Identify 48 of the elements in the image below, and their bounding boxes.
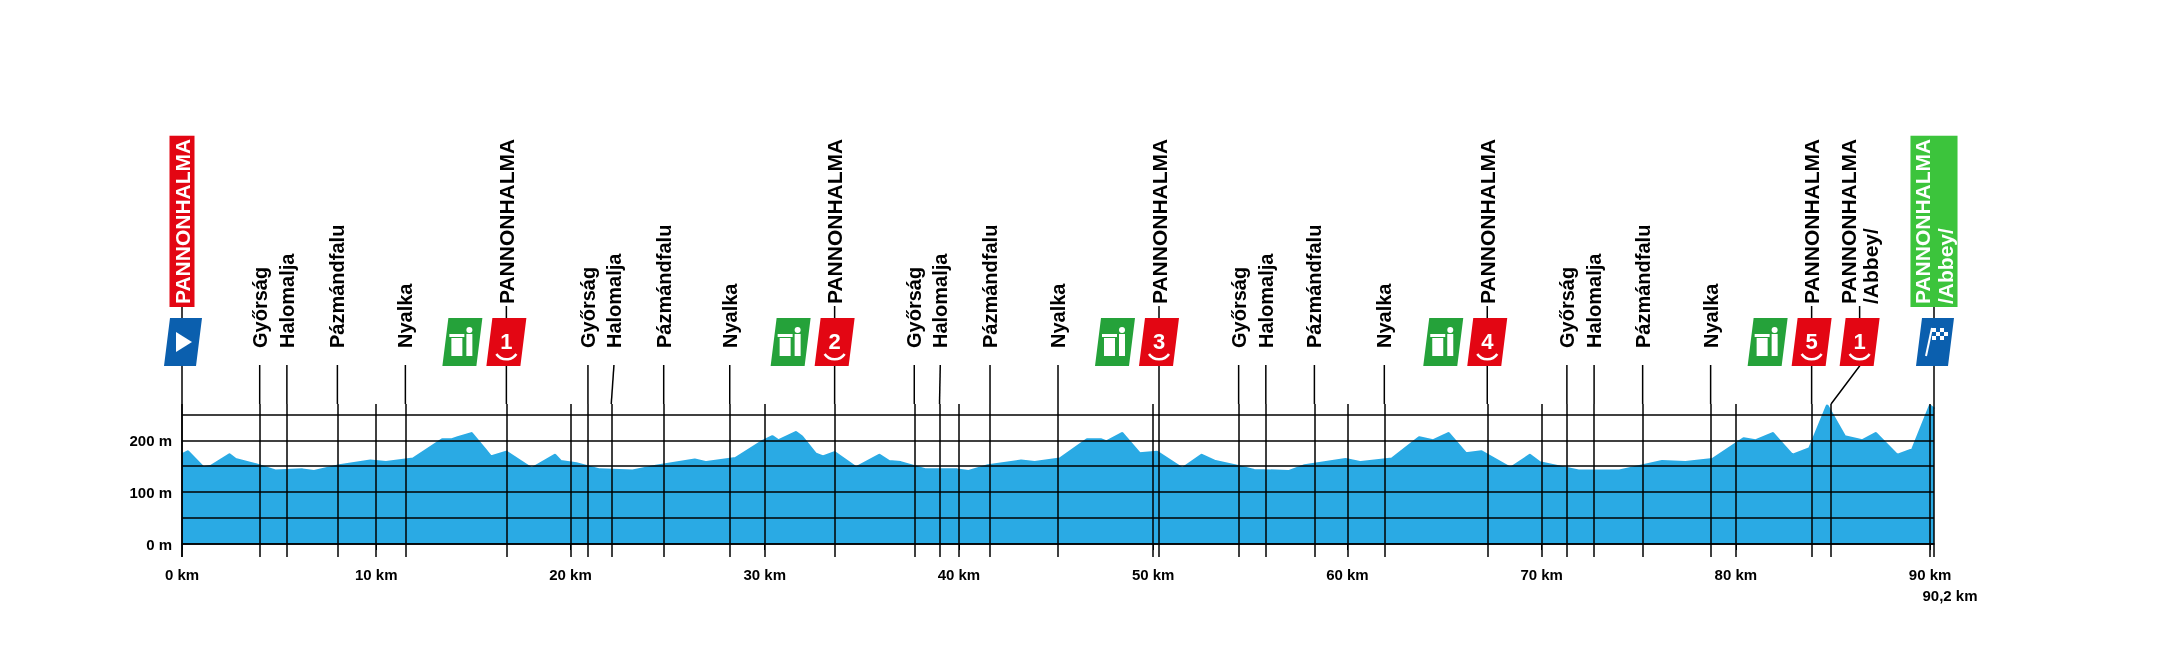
text: 2 [828,328,841,354]
ref-line-label: Pázmándfalu [652,224,675,348]
x-tick-label: 20 km [549,566,592,583]
ref-line-label: PANNONHALMA /Abbey/ [1837,138,1883,304]
x-tick-label: 10 km [354,566,398,583]
x-tick-label: 90 km [1908,566,1952,583]
x-tick-label: 80 km [1714,566,1758,583]
ref-line-label: Halomalja [602,252,625,348]
ref-line-label: Nyalka [718,282,741,348]
ref-line-label: PANNONHALMA [1800,138,1824,304]
text: 1 [500,328,513,354]
y-tick-label: 0 m [146,535,172,553]
ref-line-label: Győrság [1555,266,1578,348]
ref-line-label: PANNONHALMA [494,138,518,304]
text: 5 [1805,328,1818,354]
x-tick-label: 50 km [1131,566,1175,583]
ref-line-label: Győrság [1227,266,1250,348]
x-tick-label: 40 km [937,566,981,583]
ref-line-label: Pázmándfalu [326,224,349,348]
x-tick-label: 30 km [743,566,786,583]
x-tick-label: 0 km [164,566,200,583]
y-tick-label: 200 m [129,431,172,449]
ref-line-label: PANNONHALMA [1147,138,1171,304]
ref-line-label: PANNONHALMA /Abbey/ [1911,138,1957,304]
ref-line-label: Nyalka [1047,282,1069,348]
ref-line-label: Pázmándfalu [979,224,1002,348]
text: 4 [1481,328,1495,354]
ref-line-label: Győrság [576,266,599,348]
text: 3 [1152,328,1166,354]
text: 90,2 km [1922,587,1978,604]
ref-line-label: Pázmándfalu [1631,224,1654,348]
ref-line-label: Győrság [248,266,271,348]
ref-line-label: Nyalka [1699,282,1722,348]
annotation: 1 [1853,328,1866,354]
y-tick-label: 100 m [129,483,172,501]
ref-line-label: Nyalka [394,282,417,348]
ref-line-label: PANNONHALMA [823,138,847,304]
x-tick-label: 70 km [1520,566,1563,583]
ref-line-label: Halomalja [275,252,298,348]
ref-line-label: PANNONHALMA [170,138,194,304]
ref-line-label: Nyalka [1373,282,1396,348]
ref-line-label: Halomalja [929,252,952,348]
ref-line-label: Halomalja [1254,252,1277,348]
x-tick-label: 60 km [1326,566,1369,583]
ref-line-label: Pázmándfalu [1303,224,1326,348]
ref-line-label: Halomalja [1583,252,1606,348]
ref-line-label: PANNONHALMA [1475,138,1499,304]
ref-line-label: Győrság [903,266,926,348]
